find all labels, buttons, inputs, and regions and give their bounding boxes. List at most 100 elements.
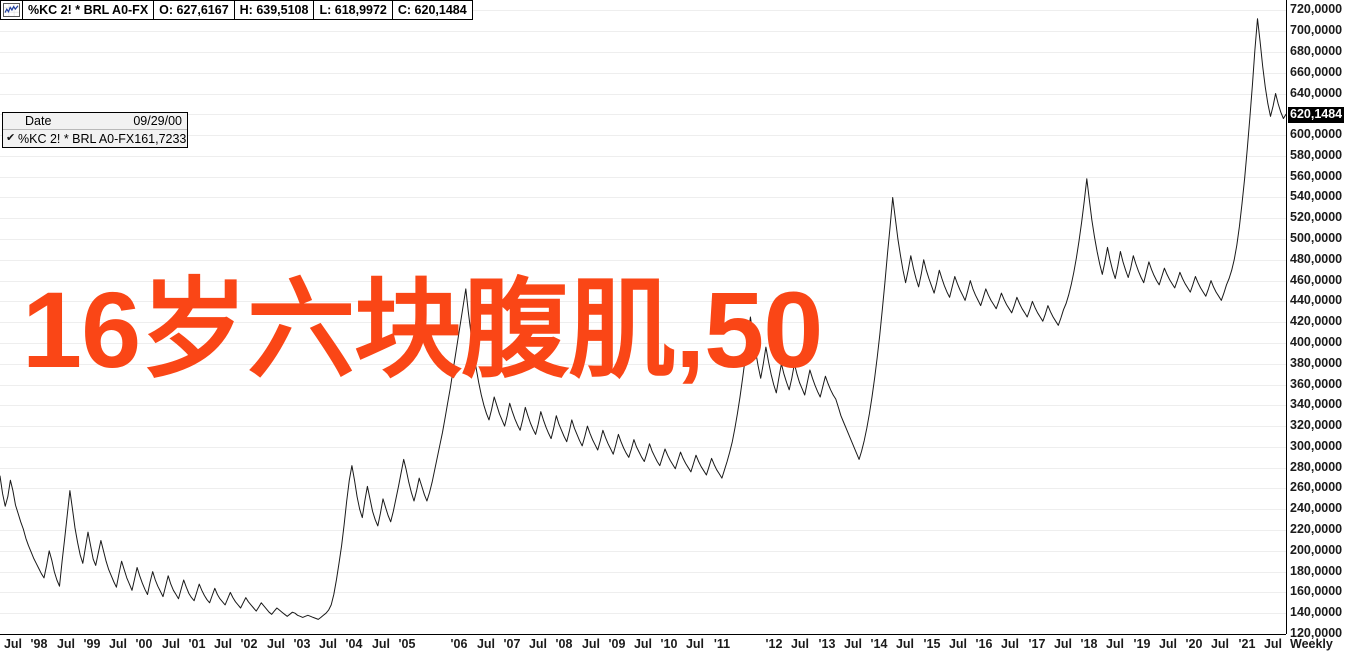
watermark-overlay-text: 16岁六块腹肌,50 <box>22 269 823 390</box>
date-tick-label: Jul <box>3 637 23 651</box>
price-tick-label: 720,0000 <box>1290 2 1343 17</box>
symbol-label[interactable]: %KC 2! * BRL A0-FX <box>23 1 155 19</box>
price-tick-label: 360,0000 <box>1290 376 1343 391</box>
price-tick-label: 220,0000 <box>1290 522 1343 537</box>
price-tick-label: 560,0000 <box>1290 168 1343 183</box>
date-tick-label: '04 <box>345 637 363 651</box>
date-tick-label: '14 <box>870 637 888 651</box>
price-tick-label: 340,0000 <box>1290 397 1343 412</box>
interval-label: Weekly <box>1290 637 1333 651</box>
gridline <box>0 509 1286 510</box>
gridline <box>0 156 1286 157</box>
price-axis[interactable]: 720,0000 700,0000 680,0000 660,0000 640,0000… <box>1286 0 1361 639</box>
date-tick-label: Jul <box>371 637 391 651</box>
gridline <box>0 73 1286 74</box>
date-tick-label: Jul <box>108 637 128 651</box>
price-line-series <box>0 18 1286 620</box>
gridlines <box>0 10 1286 614</box>
gridline <box>0 94 1286 95</box>
date-tick-label: Jul <box>633 637 653 651</box>
gridline <box>0 405 1286 406</box>
checkmark-icon[interactable]: ✔ <box>6 132 16 144</box>
gridline <box>0 218 1286 219</box>
date-tick-label: Jul <box>1263 637 1283 651</box>
gridline <box>0 385 1286 386</box>
last-price-tag: 620,1484 <box>1288 107 1345 123</box>
date-tick-label: Jul <box>318 637 338 651</box>
close-value: C: 620,1484 <box>397 2 467 17</box>
price-tick-label: 160,0000 <box>1290 584 1343 599</box>
date-tick-label: '12 <box>765 637 783 651</box>
gridline <box>0 135 1286 136</box>
data-window-legend[interactable]: Date 09/29/00 ✔ %KC 2! * BRL A0-FX 161,7… <box>2 112 188 148</box>
price-tick-label: 320,0000 <box>1290 418 1343 433</box>
price-tick-label: 120,0000 <box>1290 626 1343 640</box>
date-tick-label: Jul <box>581 637 601 651</box>
date-tick-label: Jul <box>1210 637 1230 651</box>
legend-date-row: Date 09/29/00 <box>3 113 187 130</box>
price-tick-label: 520,0000 <box>1290 210 1343 225</box>
date-tick-label: '99 <box>83 637 101 651</box>
gridline <box>0 364 1286 365</box>
date-tick-label: '20 <box>1185 637 1203 651</box>
legend-date-label: Date <box>25 114 52 128</box>
quote-header-bar[interactable]: %KC 2! * BRL A0-FX O: 627,6167 H: 639,51… <box>0 0 473 20</box>
legend-series-label: %KC 2! * BRL A0-FX <box>18 131 135 146</box>
gridline <box>0 447 1286 448</box>
price-tick-label: 700,0000 <box>1290 23 1343 38</box>
gridline <box>0 426 1286 427</box>
legend-date-value: 09/29/00 <box>133 114 182 128</box>
gridline <box>0 343 1286 344</box>
date-tick-label: '09 <box>608 637 626 651</box>
date-tick-label: Jul <box>476 637 496 651</box>
price-tick-label: 240,0000 <box>1290 501 1343 516</box>
date-tick-label: Jul <box>685 637 705 651</box>
price-tick-label: 460,0000 <box>1290 272 1343 287</box>
gridline <box>0 10 1286 11</box>
gridline <box>0 114 1286 115</box>
date-tick-label: Jul <box>161 637 181 651</box>
price-tick-label: 660,0000 <box>1290 64 1343 79</box>
gridline <box>0 551 1286 552</box>
gridline <box>0 52 1286 53</box>
gridline <box>0 613 1286 614</box>
date-tick-label: Jul <box>1105 637 1125 651</box>
date-tick-label: '17 <box>1028 637 1046 651</box>
date-tick-label: '02 <box>240 637 258 651</box>
chart-type-icon[interactable] <box>1 1 23 19</box>
date-tick-label: Jul <box>843 637 863 651</box>
date-tick-label: '01 <box>188 637 206 651</box>
gridline <box>0 572 1286 573</box>
gridline <box>0 177 1286 178</box>
gridline <box>0 488 1286 489</box>
gridline <box>0 322 1286 323</box>
date-tick-label: '10 <box>660 637 678 651</box>
date-tick-label: '06 <box>450 637 468 651</box>
price-tick-label: 140,0000 <box>1290 605 1343 620</box>
gridline <box>0 197 1286 198</box>
price-tick-label: 540,0000 <box>1290 189 1343 204</box>
date-tick-label: Jul <box>528 637 548 651</box>
legend-series-value: 161,7233 <box>134 131 187 146</box>
date-tick-label: Jul <box>213 637 233 651</box>
date-tick-label: Jul <box>895 637 915 651</box>
price-tick-label: 420,0000 <box>1290 314 1343 329</box>
legend-series-row[interactable]: ✔ %KC 2! * BRL A0-FX 161,7233 <box>3 130 187 147</box>
price-tick-label: 260,0000 <box>1290 480 1343 495</box>
chart-plot-area[interactable] <box>0 0 1286 634</box>
date-tick-label: '08 <box>555 637 573 651</box>
date-axis[interactable]: Jul '98 Jul '99 Jul '00 Jul '01 Jul '02 Jul '03 Jul '… <box>0 634 1286 658</box>
date-tick-label: '19 <box>1133 637 1151 651</box>
gridline <box>0 592 1286 593</box>
date-tick-label: '21 <box>1238 637 1256 651</box>
price-tick-label: 400,0000 <box>1290 334 1343 349</box>
price-tick-label: 380,0000 <box>1290 355 1343 370</box>
date-tick-label: '98 <box>30 637 48 651</box>
price-tick-label: 280,0000 <box>1290 459 1343 474</box>
date-tick-label: '13 <box>818 637 836 651</box>
high-value: H: 639,5108 <box>235 1 315 19</box>
date-tick-label: Jul <box>56 637 76 651</box>
date-tick-label: Jul <box>790 637 810 651</box>
gridline <box>0 530 1286 531</box>
